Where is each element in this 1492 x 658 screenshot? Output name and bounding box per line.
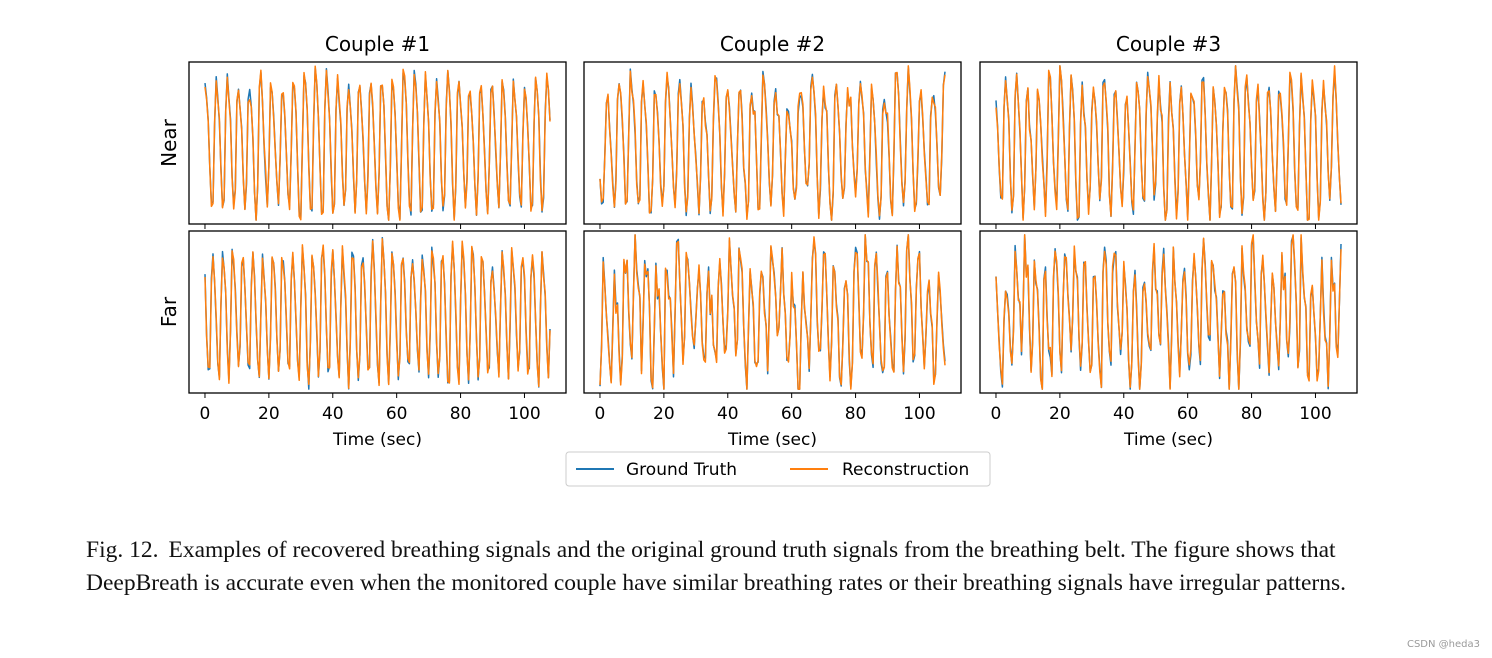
panel-frame-c3-far bbox=[979, 230, 1358, 394]
panel-title-c3-near: Couple #3 bbox=[1116, 32, 1221, 56]
x-tick-label-c1-far-0: 0 bbox=[200, 404, 211, 424]
reconstruction-line-c1-near bbox=[204, 65, 551, 221]
x-tick-label-c2-far-60: 60 bbox=[781, 404, 803, 424]
x-tick-label-c1-far-20: 20 bbox=[258, 404, 280, 424]
panel-title-c1-near: Couple #1 bbox=[325, 32, 430, 56]
reconstruction-line-c2-near bbox=[599, 65, 946, 221]
reconstruction-line-c3-near bbox=[995, 65, 1342, 221]
x-tick-label-c2-far-100: 100 bbox=[903, 404, 935, 424]
panel-frame-c3-near bbox=[979, 61, 1358, 225]
x-tick-label-c1-far-60: 60 bbox=[386, 404, 408, 424]
x-tick-label-c2-far-40: 40 bbox=[717, 404, 739, 424]
panel-frame-c2-far bbox=[583, 230, 962, 394]
caption-label: Fig. 12. bbox=[86, 537, 159, 563]
x-tick-label-c2-far-0: 0 bbox=[595, 404, 606, 424]
panel-c1-far: 0 20 40 60 80 100 Time (sec) Far bbox=[157, 230, 567, 450]
panel-c3-near: Couple #3 bbox=[979, 32, 1358, 229]
x-tick-label-c3-far-80: 80 bbox=[1241, 404, 1263, 424]
x-tick-label-c3-far-0: 0 bbox=[991, 404, 1002, 424]
panel-c1-near: Couple #1 Near bbox=[157, 32, 567, 229]
x-tick-label-c3-far-20: 20 bbox=[1049, 404, 1071, 424]
legend-label-1: Reconstruction bbox=[842, 460, 969, 480]
caption-text: Examples of recovered breathing signals … bbox=[86, 537, 1347, 596]
x-tick-label-c3-far-60: 60 bbox=[1177, 404, 1199, 424]
x-tick-label-c1-far-80: 80 bbox=[450, 404, 472, 424]
panel-frame-c2-near bbox=[583, 61, 962, 225]
x-tick-label-c2-far-20: 20 bbox=[653, 404, 675, 424]
x-axis-label-c3-far: Time (sec) bbox=[1123, 430, 1213, 450]
reconstruction-line-c3-far bbox=[995, 234, 1342, 390]
row-label-near: Near bbox=[157, 118, 181, 167]
panel-c2-far: 0 20 40 60 80 100 Time (sec) bbox=[583, 230, 962, 450]
panel-title-c2-near: Couple #2 bbox=[720, 32, 825, 56]
reconstruction-line-c2-far bbox=[599, 234, 946, 390]
x-tick-label-c2-far-80: 80 bbox=[845, 404, 867, 424]
legend-box bbox=[565, 451, 991, 487]
x-tick-label-c3-far-40: 40 bbox=[1113, 404, 1135, 424]
x-axis-label-c2-far: Time (sec) bbox=[727, 430, 817, 450]
panel-c3-far: 0 20 40 60 80 100 Time (sec) bbox=[979, 230, 1358, 450]
row-label-far: Far bbox=[157, 296, 181, 327]
x-axis-label-c1-far: Time (sec) bbox=[332, 430, 422, 450]
reconstruction-line-c1-far bbox=[204, 238, 551, 389]
x-tick-label-c1-far-100: 100 bbox=[508, 404, 540, 424]
panel-frame-c1-near bbox=[188, 61, 567, 225]
panel-c2-near: Couple #2 bbox=[583, 32, 962, 229]
panel-frame-c1-far bbox=[188, 230, 567, 394]
figure-caption: Fig. 12. Examples of recovered breathing … bbox=[86, 534, 1446, 600]
legend: Ground Truth Reconstruction bbox=[565, 451, 991, 487]
x-tick-label-c1-far-40: 40 bbox=[322, 404, 344, 424]
watermark: CSDN @heda3 bbox=[1406, 639, 1480, 650]
x-tick-label-c3-far-100: 100 bbox=[1299, 404, 1331, 424]
breathing-signals-figure: Couple #1 Near Couple #2 Couple #3 0 20 40 60 80… bbox=[157, 32, 1358, 487]
legend-label-0: Ground Truth bbox=[626, 460, 737, 480]
